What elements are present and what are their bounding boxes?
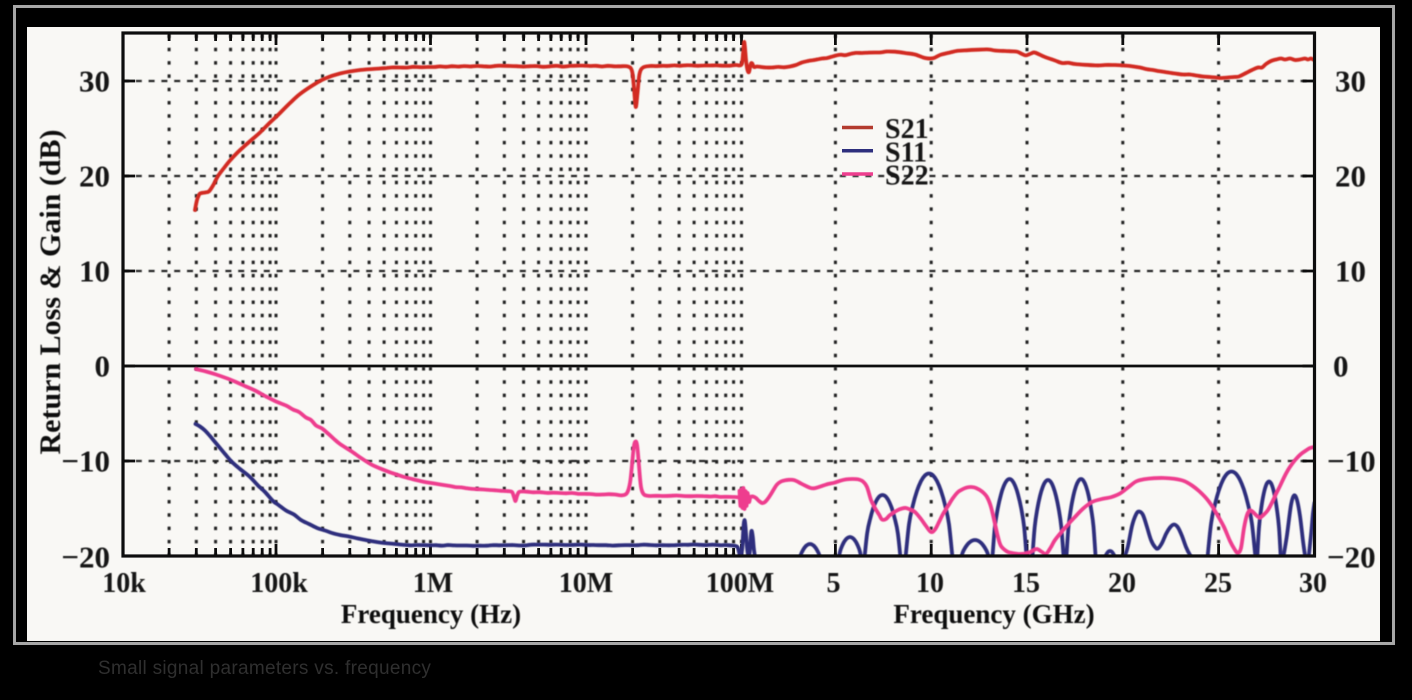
- svg-text:100M: 100M: [706, 568, 774, 599]
- svg-text:10: 10: [1335, 254, 1366, 289]
- svg-text:10: 10: [916, 568, 944, 599]
- svg-text:0: 0: [95, 349, 111, 384]
- svg-text:30: 30: [1299, 568, 1327, 599]
- svg-text:Frequency (GHz): Frequency (GHz): [893, 599, 1094, 629]
- svg-text:Return Loss & Gain (dB): Return Loss & Gain (dB): [34, 129, 67, 454]
- svg-text:20: 20: [1335, 159, 1366, 194]
- svg-text:−20: −20: [61, 540, 110, 575]
- svg-text:−10: −10: [1327, 444, 1376, 479]
- svg-text:Frequency (Hz): Frequency (Hz): [341, 599, 521, 629]
- svg-text:0: 0: [1333, 349, 1349, 384]
- svg-text:10: 10: [79, 254, 110, 289]
- svg-text:10M: 10M: [559, 568, 613, 599]
- svg-text:20: 20: [1108, 568, 1136, 599]
- svg-text:30: 30: [79, 64, 110, 99]
- svg-text:15: 15: [1012, 568, 1040, 599]
- svg-text:25: 25: [1204, 568, 1232, 599]
- svg-text:20: 20: [79, 159, 110, 194]
- svg-text:5: 5: [827, 568, 841, 599]
- svg-text:−10: −10: [61, 444, 110, 479]
- svg-text:100k: 100k: [250, 568, 308, 599]
- svg-text:30: 30: [1335, 64, 1366, 99]
- svg-text:1M: 1M: [413, 568, 453, 599]
- svg-text:−20: −20: [1327, 540, 1376, 575]
- svg-text:10k: 10k: [102, 568, 146, 599]
- svg-text:S11: S11: [885, 137, 927, 168]
- svg-text:S21: S21: [885, 114, 929, 145]
- svg-text:S22: S22: [885, 161, 929, 192]
